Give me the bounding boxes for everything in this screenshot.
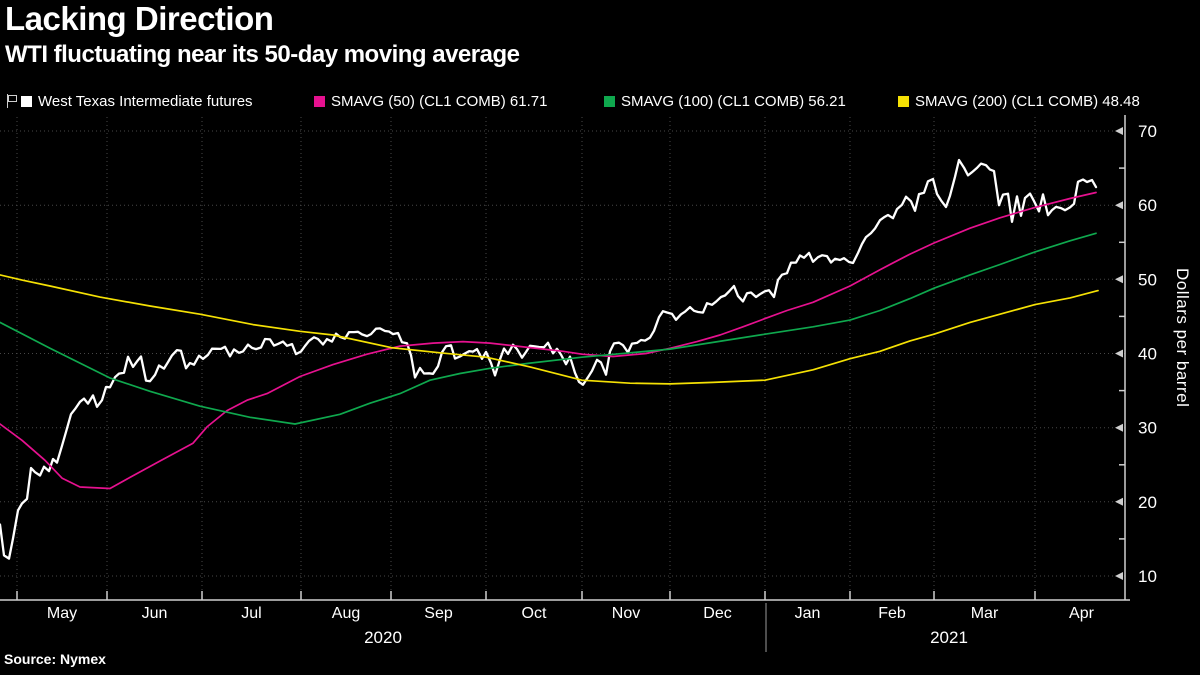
legend-item-wti[interactable]: West Texas Intermediate futures [21, 92, 253, 110]
svg-text:Oct: Oct [522, 605, 547, 622]
smavg200-swatch-icon [898, 95, 909, 107]
smavg100-swatch-icon [604, 95, 615, 107]
legend-item-smavg50[interactable]: SMAVG (50) (CL1 COMB) 61.71 [314, 92, 547, 110]
svg-text:40: 40 [1138, 345, 1157, 364]
svg-text:2020: 2020 [364, 628, 402, 647]
legend-label: SMAVG (100) (CL1 COMB) 56.21 [621, 92, 846, 110]
svg-text:Sep: Sep [424, 605, 453, 622]
page-title: Lacking Direction [5, 0, 274, 37]
svg-text:50: 50 [1138, 270, 1157, 289]
chart-legend: West Texas Intermediate futures SMAVG (5… [0, 92, 1200, 112]
svg-text:70: 70 [1138, 122, 1157, 141]
svg-text:30: 30 [1138, 419, 1157, 438]
chart-subtitle: WTI fluctuating near its 50-day moving a… [5, 41, 520, 68]
svg-text:20: 20 [1138, 493, 1157, 512]
svg-text:Jun: Jun [142, 605, 168, 622]
flag-icon[interactable] [7, 94, 17, 108]
legend-label: SMAVG (200) (CL1 COMB) 48.48 [915, 92, 1140, 110]
legend-label: SMAVG (50) (CL1 COMB) 61.71 [331, 92, 548, 110]
flag-pole [7, 94, 8, 108]
svg-text:60: 60 [1138, 196, 1157, 215]
svg-text:May: May [47, 605, 77, 622]
svg-text:Dec: Dec [703, 605, 731, 622]
svg-text:10: 10 [1138, 567, 1157, 586]
svg-text:Jul: Jul [241, 605, 261, 622]
legend-label: West Texas Intermediate futures [38, 92, 253, 110]
svg-text:Feb: Feb [878, 605, 906, 622]
y-axis-title: Dollars per barrel [1173, 268, 1192, 408]
wti-swatch-icon [21, 95, 32, 107]
svg-text:Mar: Mar [971, 605, 999, 622]
source-note: Source: Nymex [4, 651, 106, 667]
legend-item-smavg200[interactable]: SMAVG (200) (CL1 COMB) 48.48 [898, 92, 1140, 110]
svg-text:2021: 2021 [930, 628, 968, 647]
svg-text:Apr: Apr [1069, 605, 1095, 622]
legend-item-smavg100[interactable]: SMAVG (100) (CL1 COMB) 56.21 [604, 92, 846, 110]
svg-text:Jan: Jan [795, 605, 821, 622]
svg-text:Aug: Aug [332, 605, 360, 622]
flag-glyph [8, 95, 17, 102]
smavg50-swatch-icon [314, 95, 325, 107]
svg-text:Nov: Nov [612, 605, 640, 622]
